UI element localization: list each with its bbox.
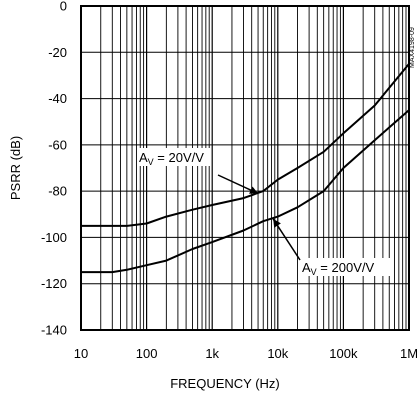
y-tick-label: -100 <box>41 230 67 245</box>
grid <box>81 6 409 330</box>
x-tick-label: 100k <box>329 346 358 361</box>
y-tick-label: -20 <box>48 45 67 60</box>
series-layer <box>81 63 410 274</box>
y-tick-label: -140 <box>41 323 67 338</box>
annotation-arrowhead <box>249 186 259 194</box>
y-tick-label: 0 <box>60 0 67 14</box>
x-tick-label: 10 <box>74 346 88 361</box>
annotation-arrow <box>272 218 301 261</box>
annotation-label: AV = 200V/V <box>302 260 374 277</box>
annotation-layer: AV = 20V/V AV = 200V/V <box>137 148 392 277</box>
y-axis-label: PSRR (dB) <box>8 136 23 200</box>
x-tick-label: 1M <box>400 346 417 361</box>
x-tick-label: 10k <box>267 346 288 361</box>
annotation-arrowhead <box>273 218 281 228</box>
series-line <box>81 63 410 227</box>
annotation-box <box>300 258 392 276</box>
part-number-watermark: MAX4198-09 <box>409 27 416 68</box>
y-tick-label: -120 <box>41 276 67 291</box>
annotation-label: AV = 20V/V <box>139 150 204 167</box>
y-tick-label: -80 <box>48 184 67 199</box>
y-tick-labels: 0 -20 -40 -60 -80 -100 -120 -140 <box>41 0 67 338</box>
x-tick-label: 100 <box>136 346 158 361</box>
x-tick-labels: 10 100 1k 10k 100k 1M <box>74 346 417 361</box>
annotation-box <box>137 148 211 166</box>
y-tick-label: -40 <box>48 91 67 106</box>
x-axis-label: FREQUENCY (Hz) <box>170 376 280 391</box>
x-tick-label: 1k <box>205 346 219 361</box>
y-tick-label: -60 <box>48 137 67 152</box>
plot-frame <box>80 5 410 331</box>
series-line <box>81 109 410 274</box>
